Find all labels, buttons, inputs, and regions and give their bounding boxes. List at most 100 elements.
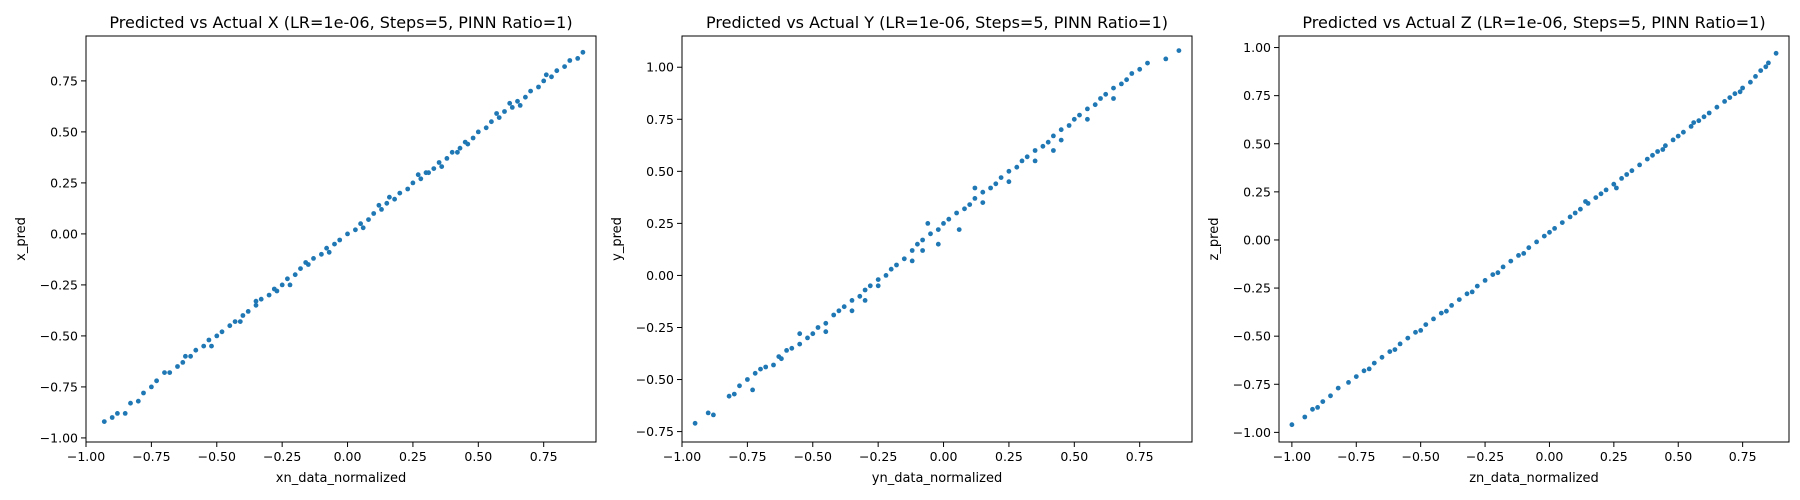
y-tick-label: 1.00: [646, 60, 674, 75]
data-point: [1722, 99, 1727, 104]
data-point: [444, 156, 450, 161]
data-point: [1663, 143, 1668, 149]
data-point: [980, 200, 986, 206]
data-point: [154, 378, 160, 384]
data-point: [1670, 137, 1676, 143]
data-point: [358, 221, 363, 227]
y-tick-label: −0.25: [1233, 281, 1271, 296]
data-point: [763, 364, 769, 370]
data-point: [920, 248, 925, 253]
data-point: [1758, 68, 1764, 73]
data-point: [915, 241, 920, 247]
data-point: [1071, 116, 1077, 122]
data-point: [1024, 154, 1030, 160]
data-point: [1098, 96, 1103, 101]
data-point: [758, 366, 763, 372]
data-point: [337, 237, 343, 243]
x-tick-label: 0.25: [399, 449, 427, 464]
data-point: [867, 283, 873, 289]
data-point: [227, 323, 233, 329]
data-point: [1490, 272, 1496, 277]
data-point: [1714, 104, 1720, 110]
x-axis-ticks: −1.00 −0.75 −0.50 −0.25 0.00 0.25 0.50 0.75: [663, 442, 1154, 464]
data-point: [536, 84, 541, 90]
data-point: [1328, 393, 1333, 399]
data-point: [956, 227, 962, 233]
data-point: [457, 145, 463, 151]
data-point: [1449, 303, 1454, 308]
data-point: [1423, 322, 1429, 327]
data-point: [731, 391, 737, 397]
x-tick-label: 0.50: [1060, 449, 1088, 464]
data-point: [1176, 48, 1182, 53]
data-point: [831, 312, 837, 318]
data-point: [1387, 349, 1393, 354]
data-point: [1611, 181, 1617, 187]
data-point: [1603, 187, 1609, 193]
data-point: [345, 231, 350, 237]
data-point: [149, 384, 154, 390]
data-point: [1456, 297, 1462, 302]
data-point: [274, 288, 280, 294]
data-point: [214, 333, 220, 339]
data-point: [292, 272, 298, 278]
data-point: [1508, 258, 1514, 264]
data-point: [353, 227, 358, 233]
data-point: [1320, 399, 1326, 404]
data-point: [836, 308, 842, 314]
data-point: [1302, 414, 1308, 420]
data-point: [1335, 385, 1341, 391]
data-point: [705, 410, 711, 416]
x-axis-label: yn_data_normalized: [872, 471, 1002, 486]
data-point: [562, 64, 567, 69]
data-point: [1289, 422, 1295, 428]
data-point: [901, 256, 907, 262]
data-point: [489, 119, 494, 125]
data-point: [752, 370, 758, 376]
data-point: [967, 202, 973, 208]
y-tick-label: −1.00: [40, 430, 78, 445]
data-point: [465, 141, 471, 147]
data-point: [980, 189, 986, 195]
data-point: [496, 115, 502, 120]
data-point: [1753, 74, 1758, 79]
data-point: [1629, 168, 1635, 174]
data-point: [1040, 143, 1046, 149]
data-point: [397, 190, 403, 196]
subplot-x: Predicted vs Actual X (LR=1e-06, Steps=5…: [14, 13, 597, 486]
data-point: [298, 266, 303, 271]
data-point: [523, 94, 528, 100]
x-axis-ticks: −1.00 −0.75 −0.50 −0.25 0.00 0.25 0.50 0.75: [1273, 442, 1757, 464]
x-tick-label: −0.25: [859, 449, 897, 464]
data-point: [1740, 85, 1745, 91]
x-tick-label: 0.00: [930, 449, 958, 464]
data-point: [410, 180, 416, 186]
data-point: [528, 88, 533, 94]
data-point: [993, 181, 999, 187]
data-point: [1119, 81, 1124, 87]
data-point: [101, 419, 107, 424]
data-point: [219, 329, 225, 335]
data-point: [1051, 133, 1056, 139]
data-point: [1085, 116, 1090, 122]
x-axis-label: zn_data_normalized: [1469, 471, 1599, 486]
data-point: [109, 415, 115, 420]
y-tick-label: −0.75: [1233, 377, 1271, 392]
data-point: [455, 149, 460, 155]
data-point: [1066, 123, 1072, 128]
data-point: [797, 331, 803, 337]
plot-frame: [681, 35, 1193, 443]
x-tick-label: −0.25: [1466, 449, 1504, 464]
x-tick-label: −0.50: [1402, 449, 1440, 464]
data-point: [935, 227, 941, 233]
data-point: [935, 241, 941, 247]
data-point: [1688, 124, 1694, 129]
data-point: [188, 353, 194, 359]
chart-title: Predicted vs Actual Y (LR=1e-06, Steps=5…: [706, 13, 1168, 32]
data-point: [175, 364, 180, 369]
data-point: [784, 348, 789, 353]
data-point: [1145, 60, 1150, 66]
chart-title: Predicted vs Actual X (LR=1e-06, Steps=5…: [109, 13, 572, 32]
data-point: [1163, 56, 1169, 62]
data-point: [1019, 158, 1025, 164]
